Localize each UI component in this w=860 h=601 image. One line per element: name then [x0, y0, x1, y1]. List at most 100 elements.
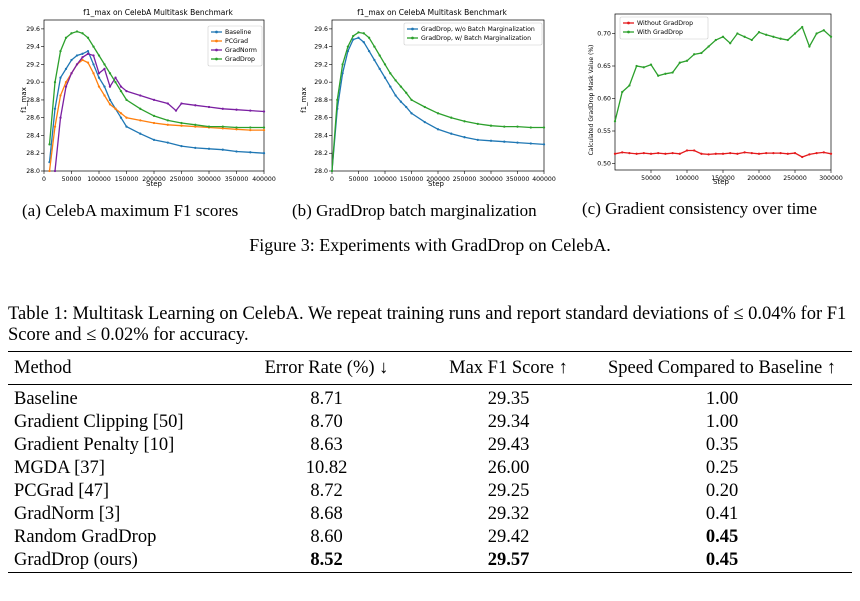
- data-point: [119, 112, 123, 115]
- data-point: [613, 120, 617, 123]
- cell-max-f1: 29.42: [487, 527, 530, 547]
- legend-label: PCGrad: [225, 38, 248, 45]
- data-point: [463, 136, 466, 139]
- data-point: [139, 94, 142, 97]
- cell-speed: 0.45: [705, 527, 739, 547]
- chart-b: f1_max on CelebA Multitask Benchmark f1_…: [300, 8, 556, 188]
- data-point: [194, 123, 197, 126]
- x-axis-label: Step: [146, 180, 162, 188]
- legend-marker: [627, 30, 630, 34]
- data-point: [86, 49, 90, 53]
- x-tick-label: 250000: [453, 176, 477, 183]
- data-point: [53, 81, 57, 84]
- data-point: [750, 151, 753, 155]
- data-point: [621, 151, 624, 154]
- legend-marker: [215, 57, 218, 61]
- x-tick-label: 400000: [532, 176, 556, 183]
- cell-error-rate: 8.52: [228, 549, 425, 573]
- data-point: [399, 85, 403, 88]
- data-point: [125, 89, 128, 93]
- data-point: [166, 141, 169, 144]
- data-point: [180, 124, 183, 127]
- subcaption-c: (c) Gradient consistency over time: [582, 199, 818, 218]
- data-point: [352, 34, 355, 38]
- cell-max-f1: 29.57: [425, 549, 592, 573]
- cell-speed: 0.45: [592, 549, 852, 573]
- data-point: [152, 114, 156, 118]
- data-point: [516, 141, 519, 144]
- data-point: [378, 67, 381, 71]
- cell-speed: 1.00: [705, 389, 739, 409]
- x-tick-label: 0: [42, 176, 46, 183]
- x-tick-label: 100000: [87, 176, 111, 183]
- data-point: [362, 41, 365, 44]
- data-point: [476, 138, 479, 142]
- data-point: [389, 72, 392, 75]
- data-point: [64, 67, 68, 71]
- y-tick-label: 0.65: [597, 63, 611, 70]
- data-point: [103, 63, 106, 66]
- data-point: [114, 107, 117, 110]
- data-point: [476, 122, 479, 126]
- cell-speed: 1.00: [705, 412, 739, 432]
- data-point: [152, 121, 156, 125]
- series-line: [331, 37, 545, 172]
- data-point: [815, 151, 818, 155]
- y-tick-label: 28.2: [314, 150, 328, 157]
- x-tick-label: 100000: [373, 176, 397, 183]
- data-point: [235, 128, 238, 131]
- data-point: [399, 100, 403, 103]
- data-point: [423, 105, 426, 109]
- data-point: [664, 72, 667, 75]
- data-point: [64, 81, 68, 84]
- y-tick-label: 29.2: [314, 61, 328, 68]
- series-line: [48, 59, 264, 172]
- data-point: [235, 108, 238, 111]
- data-point: [114, 81, 117, 84]
- x-tick-label: 300000: [197, 176, 221, 183]
- x-tick-label: 150000: [400, 176, 424, 183]
- data-point: [119, 89, 123, 93]
- data-point: [48, 169, 51, 173]
- cell-max-f1: 29.35: [487, 389, 530, 409]
- y-tick-label: 28.8: [314, 97, 328, 104]
- data-point: [743, 35, 746, 38]
- y-tick-label: 28.0: [314, 168, 328, 175]
- data-point: [180, 144, 183, 148]
- data-point: [70, 72, 73, 75]
- data-point: [405, 91, 408, 94]
- x-axis-label: Step: [428, 180, 444, 188]
- legend-marker: [627, 21, 630, 25]
- data-point: [103, 94, 106, 97]
- data-point: [64, 36, 68, 39]
- legend-label: Baseline: [225, 29, 251, 36]
- data-point: [166, 102, 169, 105]
- data-point: [70, 32, 73, 35]
- data-point: [671, 151, 674, 155]
- x-tick-label: 50000: [349, 176, 369, 183]
- data-point: [693, 149, 696, 152]
- data-point: [97, 76, 101, 79]
- data-point: [808, 153, 811, 156]
- data-point: [642, 66, 645, 69]
- table-row: MGDA [37] 10.82 26.00 0.25: [8, 457, 852, 480]
- data-point: [410, 112, 413, 115]
- data-point: [378, 54, 381, 57]
- y-tick-label: 29.2: [26, 61, 40, 68]
- data-point: [671, 71, 674, 74]
- data-point: [779, 151, 782, 155]
- data-point: [489, 124, 493, 127]
- y-tick-label: 0.60: [597, 96, 611, 103]
- y-tick-label: 28.6: [26, 115, 40, 122]
- y-tick-label: 29.6: [26, 26, 40, 33]
- data-point: [97, 72, 101, 75]
- data-point: [772, 151, 775, 155]
- data-point: [221, 148, 224, 151]
- data-point: [714, 152, 717, 155]
- header-speed: Speed Compared to Baseline ↑: [592, 351, 852, 385]
- table-header-row: Method Error Rate (%) ↓ Max F1 Score ↑ S…: [8, 351, 852, 385]
- data-point: [649, 152, 653, 155]
- data-point: [53, 107, 57, 110]
- data-point: [815, 32, 818, 35]
- data-point: [743, 151, 746, 154]
